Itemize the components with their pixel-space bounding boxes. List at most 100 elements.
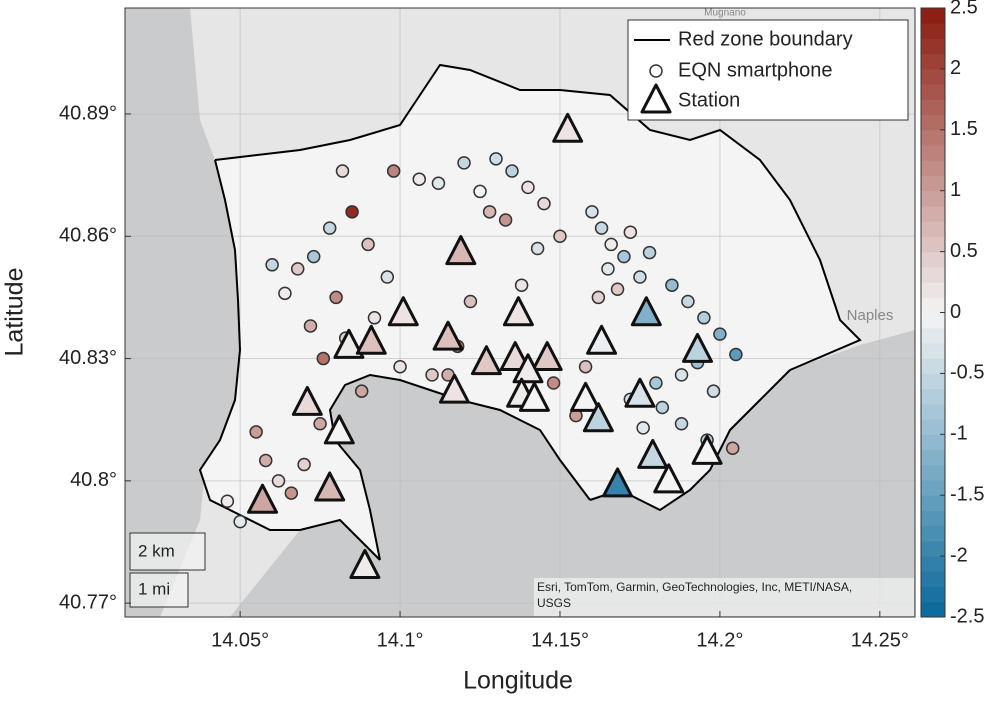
scale-label: 2 km bbox=[138, 541, 175, 560]
smartphone-point bbox=[367, 311, 382, 325]
y-tick-label: 40.8° bbox=[70, 469, 117, 491]
smartphone-point bbox=[271, 474, 286, 488]
smartphone-point bbox=[610, 282, 625, 297]
scale-label: 1 mi bbox=[138, 579, 170, 598]
smartphone-point bbox=[306, 249, 321, 264]
station-marker bbox=[445, 235, 477, 266]
y-tick-label: 40.89° bbox=[59, 102, 117, 124]
colorbar-step bbox=[921, 510, 945, 527]
station-marker bbox=[602, 467, 634, 498]
x-tick-label: 14.25° bbox=[851, 629, 909, 651]
station-marker bbox=[586, 324, 618, 355]
plot-frame bbox=[124, 7, 916, 618]
station-marker bbox=[552, 112, 584, 143]
colorbar-step bbox=[921, 129, 945, 146]
smartphone-point bbox=[482, 205, 497, 219]
station-marker bbox=[570, 381, 602, 412]
x-axis-label: Longitude bbox=[463, 667, 573, 695]
colorbar-step bbox=[921, 160, 945, 176]
legend-label: Red zone boundary bbox=[678, 28, 853, 50]
colorbar-tick-label: -2.5 bbox=[950, 605, 984, 627]
smartphone-point bbox=[386, 164, 401, 178]
smartphone-point bbox=[489, 152, 503, 166]
smartphone-point bbox=[604, 237, 618, 252]
colorbar-step bbox=[921, 23, 945, 39]
colorbar-step bbox=[921, 464, 945, 481]
colorbar-step bbox=[921, 190, 945, 207]
smartphone-point bbox=[546, 376, 561, 390]
smartphone-point bbox=[297, 457, 311, 472]
colorbar-step bbox=[921, 8, 945, 24]
smartphone-point bbox=[316, 351, 331, 366]
legend-label: EQN smartphone bbox=[678, 59, 833, 81]
smartphone-point bbox=[578, 359, 593, 374]
smartphone-point bbox=[617, 249, 631, 264]
colorbar-step bbox=[921, 114, 945, 131]
smartphone-point bbox=[233, 514, 247, 529]
colorbar-step bbox=[921, 282, 945, 298]
colorbar-tick-label: -0.5 bbox=[950, 362, 984, 384]
colorbar-step bbox=[921, 556, 945, 572]
smartphone-point bbox=[681, 294, 695, 309]
attribution: Esri, TomTom, Garmin, GeoTechnologies, I… bbox=[537, 580, 852, 594]
smartphone-point bbox=[412, 172, 427, 186]
colorbar-tick-label: -2 bbox=[950, 544, 968, 566]
station-marker bbox=[637, 438, 669, 469]
colorbar-step bbox=[921, 236, 945, 253]
smartphone-point bbox=[521, 180, 535, 195]
sea bbox=[125, 8, 240, 617]
smartphone-point bbox=[303, 319, 318, 333]
smartphone-point bbox=[393, 359, 407, 374]
colorbar-step bbox=[921, 373, 945, 390]
smartphone-point bbox=[278, 286, 292, 301]
smartphone-point bbox=[431, 176, 446, 191]
station-marker bbox=[682, 332, 714, 363]
colorbar-step bbox=[921, 205, 945, 222]
station-marker bbox=[247, 483, 279, 514]
scale-bar bbox=[129, 572, 189, 608]
smartphone-point bbox=[498, 213, 513, 227]
x-tick-label: 14.05° bbox=[211, 629, 269, 651]
colorbar-step bbox=[921, 358, 945, 374]
colorbar-step bbox=[921, 84, 945, 100]
colorbar-step bbox=[921, 419, 945, 435]
legend-label: Station bbox=[678, 89, 740, 111]
smartphone-point bbox=[537, 196, 551, 211]
smartphone-point bbox=[713, 327, 727, 341]
smartphone-point bbox=[633, 270, 647, 284]
smartphone-point bbox=[463, 294, 478, 309]
colorbar-tick-label: -1 bbox=[950, 423, 968, 445]
station-marker bbox=[438, 373, 470, 404]
colorbar-step bbox=[921, 540, 945, 557]
colorbar-step bbox=[921, 251, 945, 268]
smartphone-point bbox=[290, 262, 305, 276]
scale-bar bbox=[129, 532, 206, 571]
smartphone-point bbox=[674, 368, 689, 382]
smartphone-point bbox=[706, 384, 721, 398]
colorbar-step bbox=[921, 327, 945, 344]
colorbar-step bbox=[921, 312, 945, 329]
smartphone-point bbox=[473, 184, 487, 199]
x-tick-label: 14.15° bbox=[531, 629, 589, 651]
legend-swatch bbox=[640, 83, 672, 114]
station-marker bbox=[630, 296, 662, 327]
colorbar-tick-label: 2.5 bbox=[950, 0, 978, 18]
x-tick-label: 14.1° bbox=[377, 629, 424, 651]
attribution-box bbox=[534, 578, 914, 616]
station-marker bbox=[314, 471, 346, 502]
station-marker bbox=[333, 328, 365, 359]
station-marker bbox=[323, 414, 355, 445]
smartphone-point bbox=[505, 164, 519, 178]
land-zone bbox=[200, 65, 860, 560]
station-marker bbox=[349, 548, 381, 579]
smartphone-point bbox=[725, 441, 740, 455]
x-tick-label: 14.2° bbox=[696, 629, 743, 651]
colorbar: 2.5 2 1.5 1 0.5 0 -0.5 -1 -1.5 -2 -2.5 bbox=[920, 0, 984, 627]
station-marker bbox=[470, 345, 502, 376]
smartphone-point bbox=[258, 453, 273, 468]
colorbar-step bbox=[921, 601, 945, 618]
smartphone-point bbox=[313, 417, 327, 431]
colorbar-step bbox=[921, 175, 945, 192]
smartphone-point bbox=[361, 237, 375, 252]
y-tick-label: 40.86° bbox=[59, 225, 117, 247]
